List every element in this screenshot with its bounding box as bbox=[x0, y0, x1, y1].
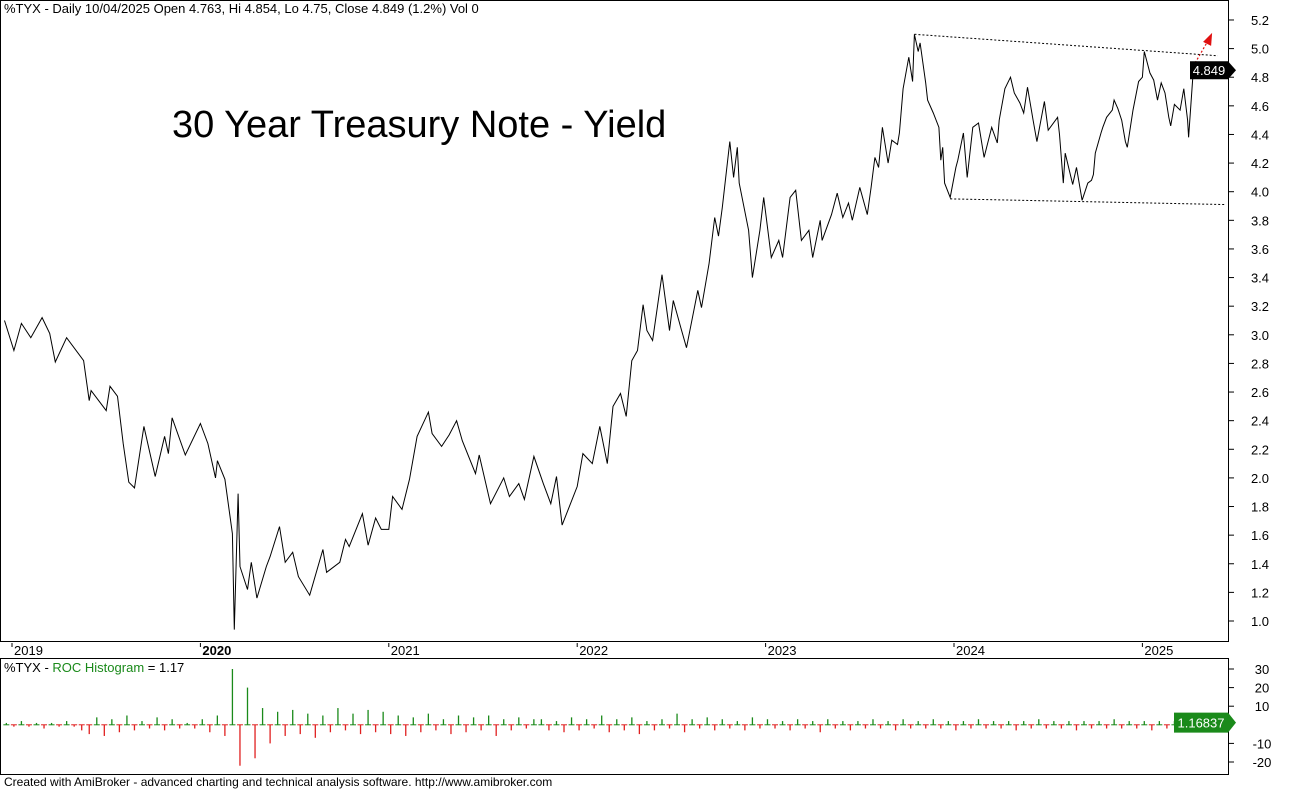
price-axis-label: 2.6 bbox=[1251, 385, 1269, 400]
year-label: 2020 bbox=[202, 643, 231, 658]
breakout-arrow-head-icon bbox=[1203, 32, 1213, 46]
price-axis-label: 3.6 bbox=[1251, 242, 1269, 257]
chart-header: %TYX - Daily 10/04/2025 Open 4.763, Hi 4… bbox=[4, 1, 479, 16]
last-roc-value: 1.16837 bbox=[1178, 716, 1225, 731]
roc-axis-label: -20 bbox=[1253, 755, 1272, 770]
year-label: 2023 bbox=[768, 643, 797, 658]
trendline bbox=[914, 33, 1218, 57]
roc-symbol: %TYX - bbox=[4, 660, 53, 675]
price-axis-label: 3.2 bbox=[1251, 299, 1269, 314]
price-axis-label: 1.0 bbox=[1251, 614, 1269, 629]
year-label: 2025 bbox=[1144, 643, 1173, 658]
price-axis-label: 2.4 bbox=[1251, 414, 1269, 429]
price-axis-label: 3.4 bbox=[1251, 271, 1269, 286]
price-panel-border bbox=[0, 0, 1229, 642]
price-axis-label: 5.2 bbox=[1251, 13, 1269, 28]
trendline bbox=[950, 198, 1226, 206]
roc-axis-label: 30 bbox=[1255, 662, 1269, 677]
price-axis-label: 1.2 bbox=[1251, 585, 1269, 600]
price-axis-label: 4.4 bbox=[1251, 127, 1269, 142]
breakout-arrow-line bbox=[1194, 38, 1210, 64]
roc-indicator-name: ROC Histogram bbox=[52, 660, 145, 675]
price-axis-label: 4.0 bbox=[1251, 185, 1269, 200]
year-label: 2022 bbox=[579, 643, 608, 658]
price-axis-label: 3.8 bbox=[1251, 213, 1269, 228]
price-axis-label: 2.8 bbox=[1251, 356, 1269, 371]
roc-panel-header: %TYX - ROC Histogram = 1.17 bbox=[4, 660, 184, 675]
price-axis-label: 1.6 bbox=[1251, 528, 1269, 543]
price-axis-label: 4.6 bbox=[1251, 99, 1269, 114]
price-axis-label: 4.2 bbox=[1251, 156, 1269, 171]
price-axis-label: 5.0 bbox=[1251, 42, 1269, 57]
roc-axis-label: -10 bbox=[1253, 736, 1272, 751]
price-axis-label: 3.0 bbox=[1251, 328, 1269, 343]
roc-axis-label: 20 bbox=[1255, 681, 1269, 696]
footer-credit: Created with AmiBroker - advanced charti… bbox=[4, 775, 553, 789]
year-label: 2019 bbox=[14, 643, 43, 658]
price-axis-label: 1.8 bbox=[1251, 500, 1269, 515]
price-axis-label: 4.8 bbox=[1251, 70, 1269, 85]
year-label: 2021 bbox=[391, 643, 420, 658]
price-axis-label: 1.4 bbox=[1251, 557, 1269, 572]
price-line bbox=[4, 34, 1194, 630]
price-axis-label: 2.2 bbox=[1251, 442, 1269, 457]
price-axis-label: 2.0 bbox=[1251, 471, 1269, 486]
roc-panel-border bbox=[0, 658, 1229, 775]
year-label: 2024 bbox=[956, 643, 985, 658]
roc-axis-label: 10 bbox=[1255, 699, 1269, 714]
last-roc-marker bbox=[1174, 712, 1236, 733]
last-price-marker bbox=[1190, 61, 1236, 80]
chart-title: 30 Year Treasury Note - Yield bbox=[172, 104, 667, 146]
roc-value: = 1.17 bbox=[144, 660, 185, 675]
last-price-value: 4.849 bbox=[1193, 63, 1226, 78]
